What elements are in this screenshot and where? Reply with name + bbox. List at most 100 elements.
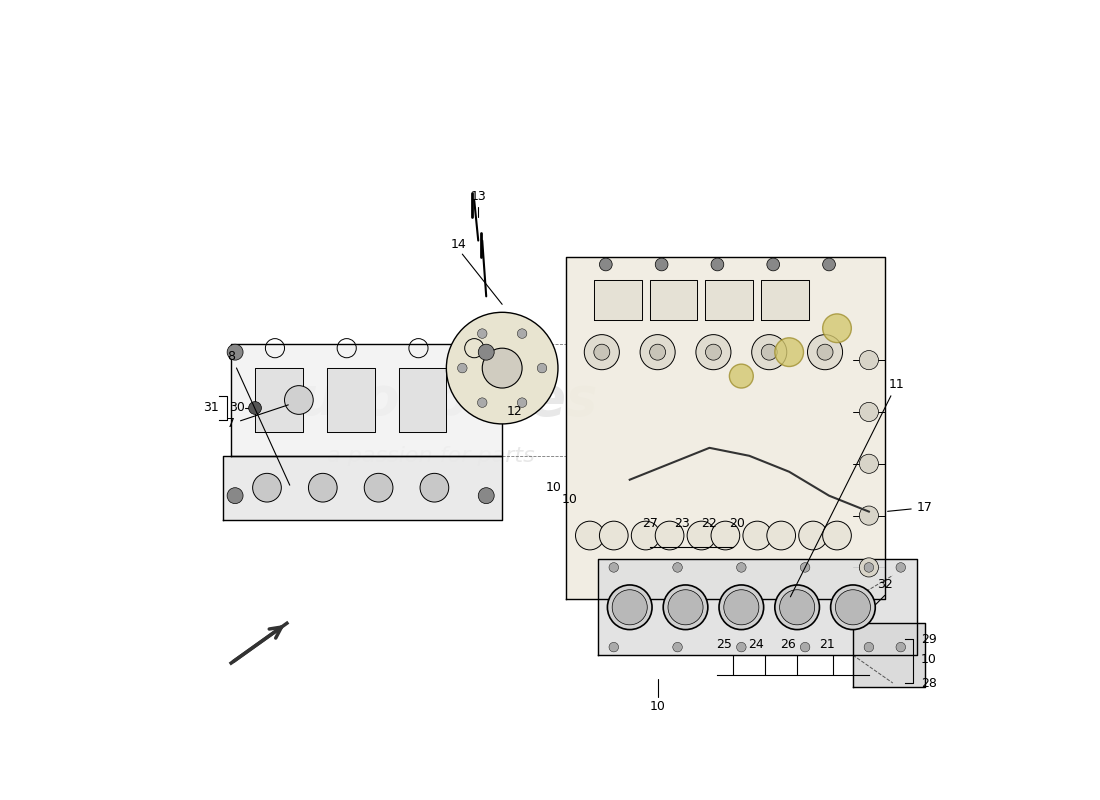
Text: 21: 21 [820,638,835,651]
Text: 8: 8 [227,350,289,485]
Polygon shape [255,368,302,432]
Text: eurospares: eurospares [264,374,597,426]
Circle shape [859,454,879,474]
Circle shape [227,344,243,360]
Circle shape [227,488,243,504]
Circle shape [751,334,786,370]
Polygon shape [565,257,884,599]
Polygon shape [705,281,754,320]
Text: 12: 12 [506,406,522,418]
Polygon shape [597,559,916,655]
Circle shape [896,562,905,572]
Text: 20: 20 [729,517,746,530]
Circle shape [600,521,628,550]
Circle shape [477,329,487,338]
Circle shape [673,562,682,572]
Circle shape [705,344,722,360]
Circle shape [817,344,833,360]
Circle shape [724,590,759,625]
Circle shape [609,562,618,572]
Circle shape [896,642,905,652]
Text: 11: 11 [791,378,904,597]
Circle shape [859,506,879,525]
Circle shape [801,642,810,652]
Circle shape [823,521,851,550]
Text: 29: 29 [921,633,936,646]
Text: 24: 24 [748,638,763,651]
Circle shape [865,562,873,572]
Circle shape [673,642,682,652]
Circle shape [774,585,820,630]
Text: 10: 10 [921,653,936,666]
Text: 31: 31 [204,402,219,414]
Circle shape [656,258,668,271]
Circle shape [780,590,815,625]
Text: 32: 32 [877,578,893,591]
Circle shape [650,344,666,360]
Circle shape [482,348,522,388]
Circle shape [447,312,558,424]
Circle shape [631,521,660,550]
Text: 13: 13 [471,190,486,203]
Circle shape [859,402,879,422]
Circle shape [609,642,618,652]
Circle shape [688,521,716,550]
Circle shape [458,363,468,373]
Circle shape [364,474,393,502]
Circle shape [830,585,876,630]
Circle shape [517,329,527,338]
Circle shape [761,344,778,360]
Circle shape [517,398,527,407]
Text: 10: 10 [562,493,578,506]
Circle shape [594,344,609,360]
Circle shape [719,585,763,630]
Circle shape [835,590,870,625]
Circle shape [711,258,724,271]
Circle shape [477,398,487,407]
Text: 23: 23 [673,517,690,530]
Circle shape [253,474,282,502]
Text: 28: 28 [921,677,936,690]
Text: 10: 10 [650,701,666,714]
Circle shape [668,590,703,625]
Circle shape [859,350,879,370]
Circle shape [737,562,746,572]
Polygon shape [327,368,375,432]
Circle shape [613,590,647,625]
Text: 30: 30 [229,402,244,414]
Circle shape [737,642,746,652]
Circle shape [729,364,754,388]
Circle shape [575,521,604,550]
Circle shape [774,338,803,366]
Circle shape [640,334,675,370]
Circle shape [600,258,613,271]
Circle shape [823,314,851,342]
Circle shape [478,344,494,360]
Text: 22: 22 [702,517,717,530]
Circle shape [656,521,684,550]
Polygon shape [594,281,641,320]
Text: 7: 7 [227,405,288,430]
Circle shape [537,363,547,373]
Circle shape [799,521,827,550]
Text: 10: 10 [546,481,562,494]
Circle shape [663,585,708,630]
Circle shape [478,488,494,504]
Circle shape [711,521,739,550]
Circle shape [584,334,619,370]
Polygon shape [650,281,697,320]
Text: a passion for parts: a passion for parts [327,446,535,466]
Circle shape [865,642,873,652]
Circle shape [308,474,337,502]
Text: 27: 27 [641,517,658,530]
Polygon shape [852,623,925,687]
Text: 25: 25 [716,638,732,651]
Circle shape [285,386,314,414]
Polygon shape [223,456,503,519]
Circle shape [801,562,810,572]
Circle shape [859,558,879,577]
Circle shape [249,402,262,414]
Circle shape [823,258,835,271]
Circle shape [607,585,652,630]
Circle shape [696,334,732,370]
